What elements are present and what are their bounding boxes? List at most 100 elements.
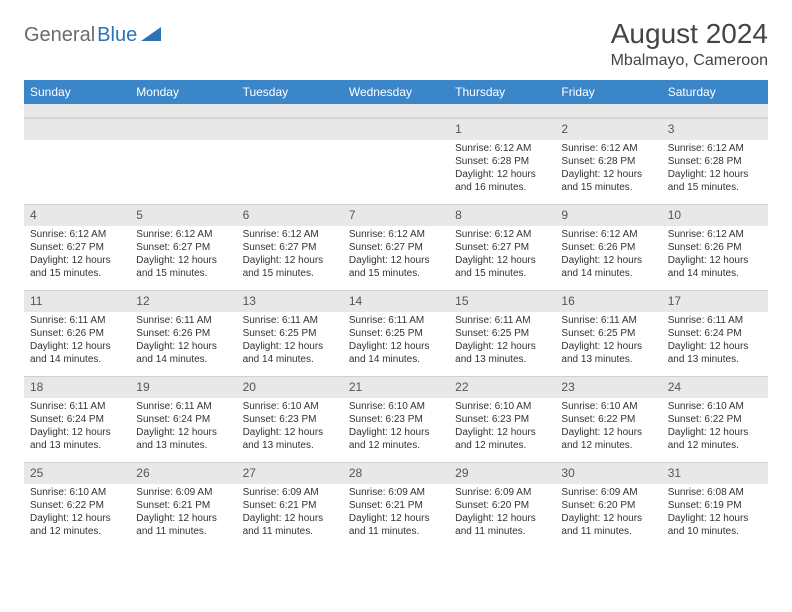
logo-text-general: General: [24, 24, 95, 47]
logo: GeneralBlue: [24, 18, 161, 47]
day-cell: 20Sunrise: 6:10 AMSunset: 6:23 PMDayligh…: [237, 376, 343, 462]
day-body: Sunrise: 6:12 AMSunset: 6:27 PMDaylight:…: [24, 226, 130, 284]
sunrise-text: Sunrise: 6:11 AM: [136, 400, 230, 413]
day-body: Sunrise: 6:11 AMSunset: 6:24 PMDaylight:…: [130, 398, 236, 456]
sunset-text: Sunset: 6:24 PM: [668, 327, 762, 340]
sunset-text: Sunset: 6:20 PM: [561, 499, 655, 512]
daylight-text: Daylight: 12 hours and 13 minutes.: [455, 340, 549, 366]
sunrise-text: Sunrise: 6:10 AM: [349, 400, 443, 413]
day-cell: 7Sunrise: 6:12 AMSunset: 6:27 PMDaylight…: [343, 204, 449, 290]
sunset-text: Sunset: 6:26 PM: [561, 241, 655, 254]
weekday-label: Thursday: [449, 80, 555, 104]
sunrise-text: Sunrise: 6:09 AM: [349, 486, 443, 499]
daylight-text: Daylight: 12 hours and 13 minutes.: [243, 426, 337, 452]
day-number: 20: [237, 376, 343, 398]
day-body: Sunrise: 6:11 AMSunset: 6:26 PMDaylight:…: [130, 312, 236, 370]
daylight-text: Daylight: 12 hours and 11 minutes.: [243, 512, 337, 538]
day-cell: 8Sunrise: 6:12 AMSunset: 6:27 PMDaylight…: [449, 204, 555, 290]
day-cell: [130, 118, 236, 204]
sunrise-text: Sunrise: 6:11 AM: [455, 314, 549, 327]
sunrise-text: Sunrise: 6:10 AM: [455, 400, 549, 413]
daylight-text: Daylight: 12 hours and 11 minutes.: [136, 512, 230, 538]
day-body: Sunrise: 6:12 AMSunset: 6:27 PMDaylight:…: [130, 226, 236, 284]
sunrise-text: Sunrise: 6:12 AM: [136, 228, 230, 241]
daylight-text: Daylight: 12 hours and 15 minutes.: [455, 254, 549, 280]
sunrise-text: Sunrise: 6:11 AM: [349, 314, 443, 327]
sunrise-text: Sunrise: 6:11 AM: [30, 314, 124, 327]
day-number: 11: [24, 290, 130, 312]
day-body: Sunrise: 6:11 AMSunset: 6:26 PMDaylight:…: [24, 312, 130, 370]
day-number: 28: [343, 462, 449, 484]
daylight-text: Daylight: 12 hours and 14 minutes.: [243, 340, 337, 366]
daylight-text: Daylight: 12 hours and 12 minutes.: [668, 426, 762, 452]
sunset-text: Sunset: 6:21 PM: [243, 499, 337, 512]
day-cell: 12Sunrise: 6:11 AMSunset: 6:26 PMDayligh…: [130, 290, 236, 376]
day-cell: 22Sunrise: 6:10 AMSunset: 6:23 PMDayligh…: [449, 376, 555, 462]
sunrise-text: Sunrise: 6:09 AM: [561, 486, 655, 499]
day-body: Sunrise: 6:09 AMSunset: 6:21 PMDaylight:…: [237, 484, 343, 542]
day-cell: 17Sunrise: 6:11 AMSunset: 6:24 PMDayligh…: [662, 290, 768, 376]
day-body: Sunrise: 6:11 AMSunset: 6:24 PMDaylight:…: [662, 312, 768, 370]
daylight-text: Daylight: 12 hours and 12 minutes.: [561, 426, 655, 452]
day-body: Sunrise: 6:10 AMSunset: 6:23 PMDaylight:…: [449, 398, 555, 456]
sunrise-text: Sunrise: 6:11 AM: [561, 314, 655, 327]
sunset-text: Sunset: 6:27 PM: [349, 241, 443, 254]
sunrise-text: Sunrise: 6:12 AM: [455, 228, 549, 241]
week-row: 11Sunrise: 6:11 AMSunset: 6:26 PMDayligh…: [24, 290, 768, 376]
day-number: 21: [343, 376, 449, 398]
day-cell: [24, 118, 130, 204]
day-number: 17: [662, 290, 768, 312]
day-body: [343, 140, 449, 200]
sunrise-text: Sunrise: 6:09 AM: [243, 486, 337, 499]
day-cell: 4Sunrise: 6:12 AMSunset: 6:27 PMDaylight…: [24, 204, 130, 290]
location: Mbalmayo, Cameroon: [611, 52, 768, 70]
day-cell: 10Sunrise: 6:12 AMSunset: 6:26 PMDayligh…: [662, 204, 768, 290]
sunrise-text: Sunrise: 6:11 AM: [668, 314, 762, 327]
sunrise-text: Sunrise: 6:09 AM: [136, 486, 230, 499]
sunset-text: Sunset: 6:27 PM: [136, 241, 230, 254]
day-body: Sunrise: 6:12 AMSunset: 6:28 PMDaylight:…: [555, 140, 661, 198]
sunrise-text: Sunrise: 6:12 AM: [668, 142, 762, 155]
month-title: August 2024: [611, 18, 768, 50]
sunset-text: Sunset: 6:24 PM: [30, 413, 124, 426]
day-number: 5: [130, 204, 236, 226]
sunrise-text: Sunrise: 6:12 AM: [668, 228, 762, 241]
day-body: Sunrise: 6:10 AMSunset: 6:22 PMDaylight:…: [555, 398, 661, 456]
day-body: Sunrise: 6:09 AMSunset: 6:21 PMDaylight:…: [130, 484, 236, 542]
daylight-text: Daylight: 12 hours and 15 minutes.: [30, 254, 124, 280]
day-body: Sunrise: 6:10 AMSunset: 6:22 PMDaylight:…: [662, 398, 768, 456]
day-cell: 15Sunrise: 6:11 AMSunset: 6:25 PMDayligh…: [449, 290, 555, 376]
day-body: [237, 140, 343, 200]
day-number: [24, 118, 130, 140]
day-cell: 6Sunrise: 6:12 AMSunset: 6:27 PMDaylight…: [237, 204, 343, 290]
sunrise-text: Sunrise: 6:10 AM: [561, 400, 655, 413]
day-number: 13: [237, 290, 343, 312]
day-number: 8: [449, 204, 555, 226]
day-body: Sunrise: 6:08 AMSunset: 6:19 PMDaylight:…: [662, 484, 768, 542]
sunset-text: Sunset: 6:22 PM: [561, 413, 655, 426]
day-body: Sunrise: 6:12 AMSunset: 6:28 PMDaylight:…: [662, 140, 768, 198]
day-body: Sunrise: 6:12 AMSunset: 6:26 PMDaylight:…: [662, 226, 768, 284]
daylight-text: Daylight: 12 hours and 16 minutes.: [455, 168, 549, 194]
weekday-label: Wednesday: [343, 80, 449, 104]
day-number: 22: [449, 376, 555, 398]
sunrise-text: Sunrise: 6:10 AM: [30, 486, 124, 499]
weeks-container: 1Sunrise: 6:12 AMSunset: 6:28 PMDaylight…: [24, 118, 768, 548]
sunrise-text: Sunrise: 6:11 AM: [136, 314, 230, 327]
day-body: Sunrise: 6:11 AMSunset: 6:25 PMDaylight:…: [555, 312, 661, 370]
sunset-text: Sunset: 6:23 PM: [349, 413, 443, 426]
day-cell: 11Sunrise: 6:11 AMSunset: 6:26 PMDayligh…: [24, 290, 130, 376]
day-cell: 29Sunrise: 6:09 AMSunset: 6:20 PMDayligh…: [449, 462, 555, 548]
day-number: 23: [555, 376, 661, 398]
sunset-text: Sunset: 6:21 PM: [349, 499, 443, 512]
day-number: [237, 118, 343, 140]
weekday-label: Tuesday: [237, 80, 343, 104]
day-number: 31: [662, 462, 768, 484]
day-cell: 16Sunrise: 6:11 AMSunset: 6:25 PMDayligh…: [555, 290, 661, 376]
day-number: 29: [449, 462, 555, 484]
sunset-text: Sunset: 6:21 PM: [136, 499, 230, 512]
day-body: Sunrise: 6:11 AMSunset: 6:25 PMDaylight:…: [449, 312, 555, 370]
weekday-header: Sunday Monday Tuesday Wednesday Thursday…: [24, 80, 768, 104]
sunset-text: Sunset: 6:25 PM: [243, 327, 337, 340]
sunrise-text: Sunrise: 6:10 AM: [243, 400, 337, 413]
